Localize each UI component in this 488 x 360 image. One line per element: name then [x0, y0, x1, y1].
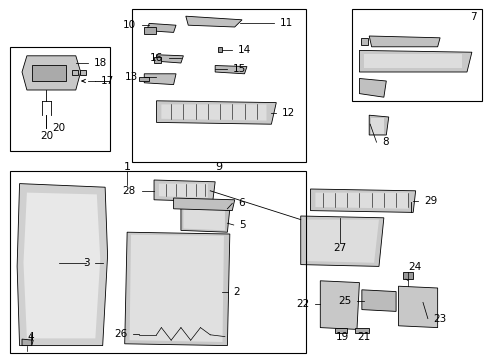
Text: 20: 20: [52, 123, 65, 133]
Text: 5: 5: [239, 220, 246, 230]
Text: 18: 18: [94, 58, 107, 68]
Polygon shape: [368, 36, 439, 47]
Polygon shape: [217, 47, 222, 52]
Polygon shape: [310, 189, 415, 212]
Bar: [132, 9, 305, 162]
Polygon shape: [185, 16, 242, 27]
Text: 23: 23: [433, 314, 446, 324]
Polygon shape: [146, 23, 176, 32]
Polygon shape: [370, 118, 383, 134]
Text: 16: 16: [149, 53, 163, 63]
Polygon shape: [359, 50, 471, 72]
Text: 20: 20: [40, 131, 53, 141]
Text: 21: 21: [357, 332, 370, 342]
Text: 14: 14: [238, 45, 251, 55]
Text: 3: 3: [82, 258, 89, 268]
Polygon shape: [17, 184, 107, 346]
Bar: [10, 171, 305, 353]
Text: 11: 11: [279, 18, 292, 28]
Polygon shape: [354, 328, 368, 333]
Text: 15: 15: [233, 64, 246, 74]
Polygon shape: [364, 54, 461, 68]
Polygon shape: [398, 286, 437, 328]
Polygon shape: [161, 104, 266, 121]
Text: 19: 19: [335, 332, 348, 342]
Text: 26: 26: [114, 329, 127, 339]
Text: 13: 13: [125, 72, 138, 82]
Bar: [351, 9, 481, 101]
Polygon shape: [23, 193, 100, 338]
Polygon shape: [80, 70, 85, 75]
Polygon shape: [359, 78, 386, 97]
Text: 10: 10: [122, 20, 136, 30]
Text: 6: 6: [238, 198, 244, 208]
Bar: [32, 65, 66, 81]
Polygon shape: [159, 184, 207, 198]
Text: 8: 8: [382, 137, 388, 147]
Polygon shape: [124, 232, 229, 346]
Bar: [144, 27, 156, 34]
Polygon shape: [173, 198, 234, 211]
Polygon shape: [315, 193, 407, 209]
Text: 4: 4: [27, 332, 34, 342]
Text: 7: 7: [469, 12, 476, 22]
Text: 28: 28: [122, 186, 136, 196]
Polygon shape: [320, 281, 359, 329]
Text: 27: 27: [332, 243, 346, 253]
Text: 17: 17: [101, 76, 114, 86]
Text: 22: 22: [296, 299, 309, 309]
Polygon shape: [368, 115, 388, 135]
Text: 1: 1: [123, 162, 130, 172]
Polygon shape: [215, 66, 246, 74]
Bar: [139, 77, 149, 81]
Text: 2: 2: [233, 287, 240, 297]
Polygon shape: [22, 56, 81, 90]
Polygon shape: [129, 235, 224, 342]
Polygon shape: [334, 328, 346, 333]
Text: 9: 9: [215, 162, 222, 172]
Bar: [10, 47, 110, 151]
Polygon shape: [154, 180, 215, 202]
Polygon shape: [181, 207, 229, 232]
Polygon shape: [156, 101, 276, 124]
Polygon shape: [300, 216, 383, 266]
Polygon shape: [403, 272, 412, 279]
Text: 12: 12: [282, 108, 295, 118]
Polygon shape: [183, 209, 224, 230]
Polygon shape: [156, 55, 183, 63]
Polygon shape: [361, 290, 395, 311]
Polygon shape: [360, 38, 367, 45]
Polygon shape: [72, 70, 78, 75]
Polygon shape: [144, 74, 176, 85]
Polygon shape: [305, 220, 378, 263]
Polygon shape: [22, 339, 33, 346]
Text: 29: 29: [423, 196, 436, 206]
Bar: [154, 57, 161, 63]
Text: 25: 25: [337, 296, 350, 306]
Text: 24: 24: [407, 262, 421, 272]
